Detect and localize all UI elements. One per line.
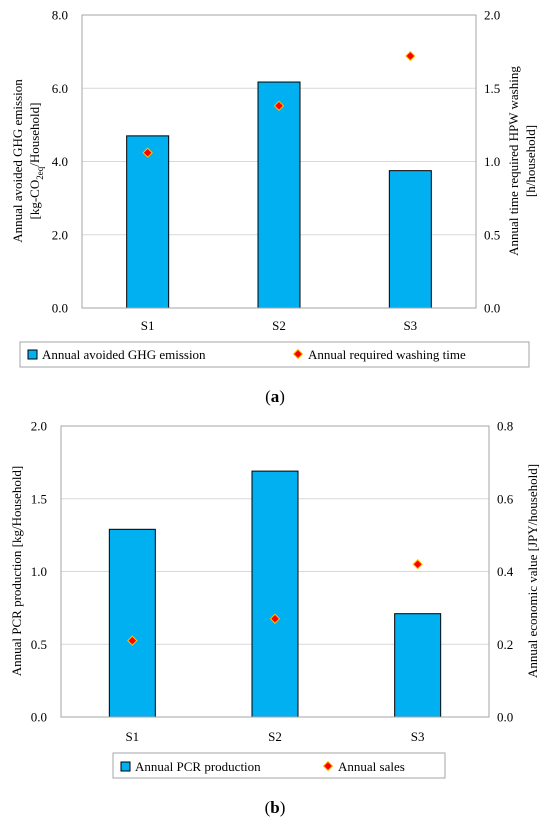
panel-b-caption: (b) bbox=[265, 798, 286, 817]
panel-a-left-tick-label: 0.0 bbox=[52, 301, 68, 316]
panel-b-legend-box bbox=[112, 752, 446, 779]
panel-b-x-tick-label: S2 bbox=[268, 729, 282, 744]
panel-a-bar-s1 bbox=[126, 135, 170, 309]
panel-a-right-axis-label-line2: [h/household] bbox=[523, 125, 538, 197]
panel-b-right-tick-label: 0.6 bbox=[497, 491, 514, 506]
panel-a-right-axis-label-line1: Annual time required HPW washing bbox=[506, 66, 521, 256]
panel-b-right-tick-label: 0.0 bbox=[497, 710, 513, 725]
panel-a-x-tick-labels: S1 S2 S3 bbox=[141, 318, 417, 333]
panel-b-left-tick-label: 2.0 bbox=[31, 419, 47, 434]
panel-b-legend: Annual PCR production Annual sales bbox=[112, 752, 446, 779]
panel-b-legend-marker-swatch bbox=[322, 760, 334, 772]
panel-a-legend-bar-label: Annual avoided GHG emission bbox=[42, 347, 206, 362]
panel-b-caption-close: ) bbox=[280, 798, 286, 817]
panel-b-bars bbox=[108, 470, 442, 718]
panel-b-left-tick-label: 0.5 bbox=[31, 637, 47, 652]
panel-a-left-tick-labels: 0.0 2.0 4.0 6.0 8.0 bbox=[52, 8, 68, 316]
panel-b-x-tick-label: S1 bbox=[125, 729, 139, 744]
panel-a-right-tick-label: 2.0 bbox=[484, 8, 500, 23]
panel-a-right-tick-label: 1.0 bbox=[484, 154, 500, 169]
panel-a-marker-s2 bbox=[273, 100, 285, 112]
panel-b-legend-bar-swatch bbox=[120, 761, 131, 772]
panel-b-plot-border bbox=[60, 425, 490, 718]
panel-a-right-tick-label: 0.5 bbox=[484, 227, 500, 242]
panel-a-legend: Annual avoided GHG emission Annual requi… bbox=[19, 341, 530, 368]
panel-a-caption-close: ) bbox=[279, 387, 285, 406]
panel-a-left-tick-label: 4.0 bbox=[52, 154, 68, 169]
panel-b-bar-s3 bbox=[394, 613, 442, 718]
panel-a-left-tick-label: 6.0 bbox=[52, 81, 68, 96]
panel-b-left-tick-labels: 0.0 0.5 1.0 1.5 2.0 bbox=[31, 419, 47, 725]
panel-b-right-tick-labels: 0.0 0.2 0.4 0.6 0.8 bbox=[497, 419, 514, 725]
panel-a-bar-s2 bbox=[257, 81, 301, 309]
panel-b: 0.0 0.5 1.0 1.5 2.0 0.0 0.2 0.4 0.6 0.8 S1 S2 S3 A… bbox=[9, 419, 540, 818]
panel-a-marker-s3 bbox=[405, 50, 416, 62]
panel-b-caption-open: ( bbox=[265, 798, 271, 817]
panel-a-right-tick-label: 0.0 bbox=[484, 301, 500, 316]
panel-b-bar-s1 bbox=[108, 528, 156, 718]
panel-b-x-tick-labels: S1 S2 S3 bbox=[125, 729, 424, 744]
panel-b-left-tick-label: 1.5 bbox=[31, 491, 47, 506]
panel-a-bar-s3 bbox=[388, 170, 432, 309]
panel-a-plot-border bbox=[81, 14, 477, 309]
panel-a-legend-box bbox=[19, 341, 530, 368]
panel-a-caption: (a) bbox=[265, 387, 285, 406]
panel-a-x-tick-label: S1 bbox=[141, 318, 155, 333]
panel-b-caption-letter: b bbox=[270, 798, 279, 817]
panel-b-markers bbox=[127, 559, 423, 646]
panel-a-legend-bar-swatch bbox=[27, 349, 38, 360]
panel-a-left-tick-label: 8.0 bbox=[52, 8, 68, 23]
panel-a-legend-marker-swatch bbox=[292, 348, 304, 360]
panel-b-legend-bar-label: Annual PCR production bbox=[135, 759, 261, 774]
panel-a-x-tick-label: S3 bbox=[403, 318, 417, 333]
panel-a-left-axis-label-main: [kg-CO bbox=[27, 180, 42, 220]
panel-b-right-axis-label: Annual economic value [JPY/household] bbox=[525, 464, 540, 678]
panel-b-marker-s3 bbox=[412, 559, 423, 570]
panel-b-left-axis-label: Annual PCR production [kg/Household] bbox=[9, 466, 24, 677]
panel-b-marker-s2 bbox=[269, 613, 281, 624]
panel-a-right-tick-labels: 0.0 0.5 1.0 1.5 2.0 bbox=[484, 8, 500, 316]
panel-a: 0.0 2.0 4.0 6.0 8.0 0.0 0.5 1.0 1.5 2.0 S1 S2 S3 A… bbox=[10, 8, 538, 407]
panel-a-caption-open: ( bbox=[265, 387, 271, 406]
panel-a-legend-marker-label: Annual required washing time bbox=[308, 347, 466, 362]
panel-a-x-tick-label: S2 bbox=[272, 318, 286, 333]
panel-a-left-tick-label: 2.0 bbox=[52, 227, 68, 242]
panel-a-marker-s1 bbox=[142, 147, 153, 158]
panel-b-right-tick-label: 0.4 bbox=[497, 564, 514, 579]
panel-a-markers bbox=[142, 50, 416, 158]
panel-a-left-axis-label-line1: Annual avoided GHG emission bbox=[10, 79, 25, 243]
panel-a-left-axis-label-tail: /Household] bbox=[27, 103, 42, 167]
panel-a-caption-letter: a bbox=[271, 387, 280, 406]
panel-b-legend-marker-label: Annual sales bbox=[338, 759, 405, 774]
panel-b-right-tick-label: 0.8 bbox=[497, 419, 513, 434]
panel-b-bar-s2 bbox=[251, 470, 299, 718]
panel-b-right-tick-label: 0.2 bbox=[497, 637, 513, 652]
panel-b-x-tick-label: S3 bbox=[411, 729, 425, 744]
panel-a-right-tick-label: 1.5 bbox=[484, 81, 500, 96]
panel-a-bars bbox=[126, 81, 432, 309]
panel-a-left-axis-label-line2: [kg-CO2eq/Household] bbox=[27, 103, 45, 220]
panel-b-left-tick-label: 1.0 bbox=[31, 564, 47, 579]
panel-a-left-axis-label-sub: 2eq bbox=[35, 166, 45, 179]
panel-b-marker-s1 bbox=[127, 635, 138, 646]
panel-b-left-tick-label: 0.0 bbox=[31, 710, 47, 725]
